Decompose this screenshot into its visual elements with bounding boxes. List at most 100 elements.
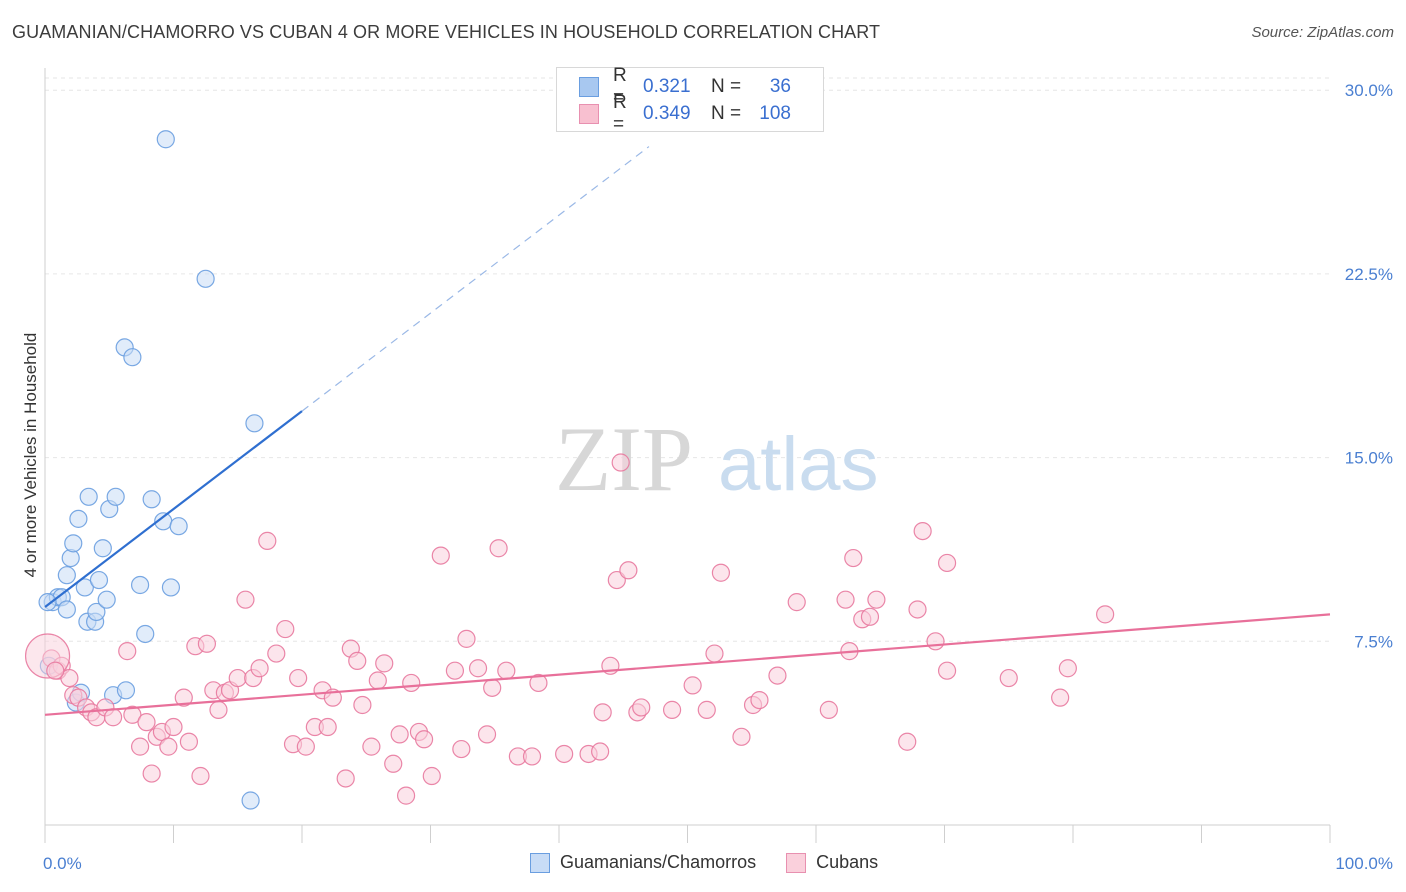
point-cubans xyxy=(937,553,957,573)
point-cubans xyxy=(593,703,612,722)
legend-r-label: R = xyxy=(613,65,627,108)
legend-swatch-guamanians xyxy=(579,77,599,97)
trend-line-guamanians xyxy=(44,410,303,608)
axes xyxy=(44,68,1331,843)
point-cubans xyxy=(396,786,416,805)
point-cubans xyxy=(529,673,548,693)
point-cubans xyxy=(477,725,497,744)
x-tick-labels: 0.0% 100.0% xyxy=(43,854,1393,873)
legend-item-cubans[interactable]: Cubans xyxy=(786,852,878,873)
point-cubans xyxy=(750,690,769,710)
point-cubans xyxy=(999,668,1018,688)
point-cubans xyxy=(236,590,255,609)
point-cubans xyxy=(819,700,838,719)
point-guamanians xyxy=(130,575,150,595)
point-cubans xyxy=(137,713,156,732)
point-guamanians xyxy=(142,490,161,509)
point-guamanians xyxy=(75,578,94,597)
y-tick-label: 22.5% xyxy=(1345,265,1393,284)
point-cubans xyxy=(296,737,315,756)
point-cubans xyxy=(860,607,880,626)
point-cubans xyxy=(768,666,787,685)
legend-r-label: R = xyxy=(613,92,627,135)
legend-r-value: 0.321 xyxy=(643,76,691,97)
point-cubans xyxy=(228,668,247,688)
point-cubans xyxy=(898,732,917,751)
point-cubans xyxy=(142,764,161,783)
point-cubans xyxy=(174,688,193,707)
point-cubans xyxy=(390,725,409,744)
point-guamanians xyxy=(93,539,112,558)
point-guamanians xyxy=(38,593,57,612)
point-cubans xyxy=(662,700,682,719)
legend-n-value: 36 xyxy=(769,76,791,97)
legend-swatch-cubans xyxy=(786,852,807,873)
point-guamanians xyxy=(136,624,155,644)
y-tick-label: 7.5% xyxy=(1354,632,1393,651)
legend-n-value: 108 xyxy=(759,103,791,124)
point-cubans xyxy=(384,754,403,773)
y-tick-labels: 7.5% 15.0% 22.5% 30.0% xyxy=(1345,81,1393,651)
trend-lines xyxy=(44,146,1331,716)
watermark-atlas: atlas xyxy=(718,422,879,507)
point-cubans xyxy=(457,629,476,648)
point-cubans xyxy=(732,727,751,746)
legend-row-cubans: R = 0.349 N = 108 xyxy=(579,92,791,135)
point-guamanians xyxy=(106,487,125,506)
trend-line-cubans xyxy=(44,613,1331,716)
source-text: Source: ZipAtlas.com xyxy=(1251,24,1394,41)
point-cubans xyxy=(1058,659,1077,678)
point-cubans xyxy=(402,673,421,693)
legend-label-guamanians: Guamanians/Chamorros xyxy=(560,852,757,872)
point-cubans xyxy=(619,561,638,580)
point-cubans xyxy=(118,642,137,661)
point-cubans xyxy=(926,632,945,651)
point-cubans xyxy=(318,717,337,737)
y-tick-label: 15.0% xyxy=(1345,449,1393,468)
point-guamanians xyxy=(57,566,76,585)
point-cubans xyxy=(104,708,123,727)
point-cubans xyxy=(445,661,465,680)
point-guamanians xyxy=(79,487,98,506)
point-cubans xyxy=(60,668,79,688)
point-cubans xyxy=(289,668,308,688)
correlation-legend: R = 0.321 N = 36 R = 0.349 N = 108 xyxy=(556,65,824,135)
point-guamanians xyxy=(87,602,106,622)
point-cubans xyxy=(632,698,651,717)
point-cubans xyxy=(611,453,630,472)
point-cubans xyxy=(867,590,886,609)
point-cubans xyxy=(522,747,542,766)
point-guamanians xyxy=(161,578,181,597)
point-cubans xyxy=(353,695,372,715)
point-cubans xyxy=(489,539,508,558)
x-tick-label: 100.0% xyxy=(1335,854,1393,873)
grid-lines xyxy=(45,77,1330,642)
point-cubans xyxy=(497,661,516,680)
point-cubans xyxy=(711,563,731,582)
legend-label-cubans: Cubans xyxy=(816,852,879,872)
point-cubans xyxy=(164,717,183,737)
point-guamanians xyxy=(116,681,136,700)
point-cubans xyxy=(431,546,450,565)
legend-swatch-guamanians xyxy=(530,852,550,873)
point-guamanians xyxy=(169,517,188,536)
series-legend: Guamanians/Chamorros Cubans xyxy=(530,852,908,873)
point-guamanians xyxy=(97,590,116,609)
point-cubans xyxy=(209,700,228,719)
point-cubans xyxy=(1096,605,1115,624)
point-cubans xyxy=(267,644,286,663)
point-cubans xyxy=(697,700,716,719)
point-cubans xyxy=(452,739,471,759)
point-guamanians xyxy=(241,791,260,810)
legend-n-label: N = xyxy=(711,103,742,124)
legend-item-guamanians[interactable]: Guamanians/Chamorros xyxy=(530,852,756,873)
trend-line-guamanians-extension xyxy=(301,146,650,412)
point-cubans xyxy=(468,659,488,678)
chart-title: GUAMANIAN/CHAMORRO VS CUBAN 4 OR MORE VE… xyxy=(12,22,881,42)
x-tick-label: 0.0% xyxy=(43,854,82,873)
point-cubans xyxy=(844,548,863,568)
point-cubans xyxy=(375,654,394,673)
point-guamanians xyxy=(57,600,76,619)
point-cubans xyxy=(607,570,626,590)
point-cubans xyxy=(123,705,142,724)
